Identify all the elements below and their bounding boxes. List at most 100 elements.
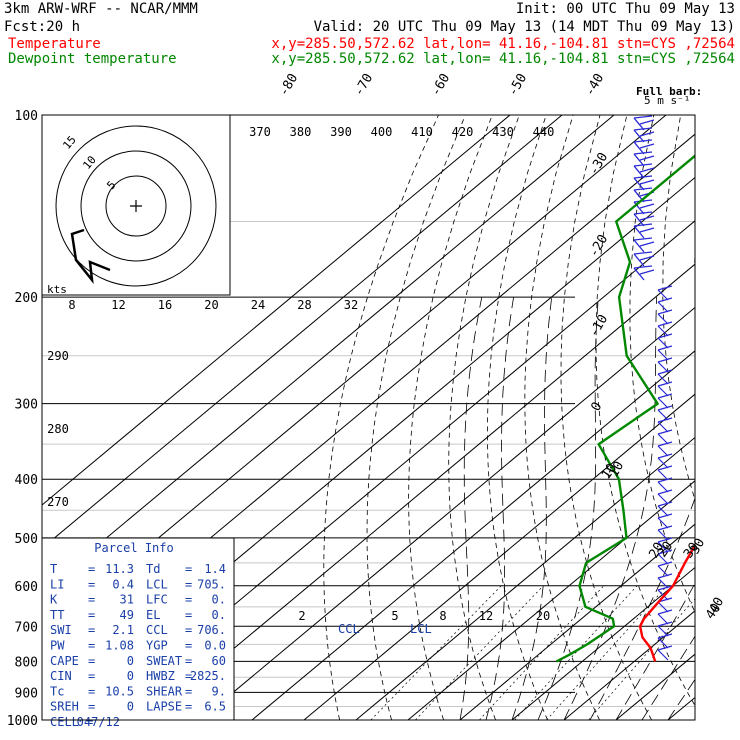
parcel-info-key: T bbox=[50, 562, 57, 576]
temperature-trace bbox=[638, 542, 695, 662]
isotherm bbox=[42, 115, 615, 593]
moist-adiabat bbox=[537, 297, 599, 720]
theta-label: 420 bbox=[452, 125, 474, 139]
dry-adiabat bbox=[629, 115, 695, 614]
dry-adiabat bbox=[726, 115, 740, 720]
parcel-info-key: Tc bbox=[50, 684, 64, 698]
wind-barb bbox=[633, 211, 655, 227]
parcel-info-key: SHEAR bbox=[146, 684, 183, 698]
isotherm-label: -60 bbox=[428, 71, 453, 99]
isotherm-label: -40 bbox=[582, 71, 607, 99]
temperature-legend-label: Temperature bbox=[8, 36, 101, 52]
init-time: Init: 00 UTC Thu 09 May 13 bbox=[516, 1, 735, 17]
mixing-ratio-label: 5 bbox=[391, 609, 398, 623]
plot-frame bbox=[41, 114, 696, 721]
parcel-info-value: 0 bbox=[127, 700, 134, 714]
parcel-info-equals: = bbox=[88, 608, 95, 622]
parcel-info-equals: = bbox=[88, 562, 95, 576]
theta-label: 400 bbox=[371, 125, 393, 139]
parcel-info-key: PW bbox=[50, 639, 65, 653]
wind-barb bbox=[657, 369, 673, 385]
parcel-info-equals: = bbox=[185, 669, 192, 683]
wind-barb bbox=[657, 585, 673, 601]
isotherm-label: -70 bbox=[351, 71, 376, 99]
wind-barb bbox=[657, 285, 673, 301]
parcel-info-value: 2.1 bbox=[112, 623, 134, 637]
wind-barb bbox=[657, 405, 673, 421]
wind-barb bbox=[633, 127, 655, 143]
wind-barb bbox=[657, 525, 673, 541]
mixing-ratio-line bbox=[370, 585, 502, 720]
parcel-info-value: 1.4 bbox=[204, 562, 226, 576]
moist-adiabat bbox=[615, 582, 695, 720]
parcel-info-equals: = bbox=[88, 623, 95, 637]
isotherm-label: 20 bbox=[646, 540, 667, 561]
wind-barb bbox=[657, 501, 673, 517]
wind-barb bbox=[657, 297, 673, 313]
isotherm bbox=[563, 610, 695, 720]
wind-barb bbox=[657, 381, 673, 397]
parcel-info-key: K bbox=[50, 593, 58, 607]
isotherm-label: 30 bbox=[687, 536, 708, 557]
parcel-info-key: YGP bbox=[146, 639, 168, 653]
wind-barb bbox=[657, 561, 673, 577]
dry-adiabat bbox=[662, 115, 695, 501]
parcel-info-value: 2825. bbox=[190, 669, 226, 683]
parcel-info-key: LAPSE bbox=[146, 700, 182, 714]
parcel-info-value: 1.08 bbox=[105, 639, 134, 653]
isotach-label: 20 bbox=[655, 539, 676, 560]
isotherm-label: 0 bbox=[588, 400, 605, 414]
pressure-tick-label: 700 bbox=[15, 620, 38, 635]
parcel-info-equals: = bbox=[88, 669, 95, 683]
dry-adiabat-label: 270 bbox=[47, 495, 69, 509]
lcl-label: LCL bbox=[410, 622, 432, 636]
parcel-info-equals: = bbox=[185, 562, 192, 576]
parcel-info-key: HWBZ bbox=[146, 669, 175, 683]
hodograph-trace bbox=[70, 228, 111, 285]
wind-barb bbox=[657, 321, 673, 337]
hodograph-ring bbox=[80, 150, 192, 262]
wind-legend-units: 5 m s⁻¹ bbox=[644, 94, 690, 107]
hodograph-speed-tick: 28 bbox=[297, 298, 311, 312]
parcel-info-key: Td bbox=[146, 562, 160, 576]
pressure-tick-label: 1000 bbox=[7, 714, 38, 729]
hodograph-speed-tick: 8 bbox=[68, 298, 75, 312]
isotherm bbox=[42, 115, 511, 506]
parcel-info-panel bbox=[41, 537, 235, 721]
pressure-tick-label: 400 bbox=[15, 473, 38, 488]
hodograph-speed-tick: 12 bbox=[111, 298, 125, 312]
wind-barb bbox=[657, 489, 673, 505]
isotherm bbox=[199, 306, 695, 720]
isotherm-label: 40 bbox=[706, 595, 727, 616]
temperature-location: x,y=285.50,572.62 lat,lon= 41.16,-104.81… bbox=[271, 36, 735, 52]
parcel-info-key: SWEAT bbox=[146, 654, 182, 668]
parcel-info-value: 0 bbox=[127, 654, 134, 668]
isotherm bbox=[42, 115, 563, 549]
isotherm-label: -50 bbox=[505, 71, 530, 99]
theta-label: 430 bbox=[492, 125, 514, 139]
model-title: 3km ARW-WRF -- NCAR/MMM bbox=[4, 1, 198, 17]
wind-barb bbox=[657, 513, 673, 529]
mixing-ratio-line bbox=[588, 598, 695, 720]
mixing-ratio-label: 2 bbox=[298, 609, 305, 623]
wind-barb bbox=[657, 417, 673, 433]
dewpoint-location: x,y=285.50,572.62 lat,lon= 41.16,-104.81… bbox=[271, 51, 735, 67]
parcel-info-value: 0. bbox=[212, 593, 226, 607]
mixing-ratio-line bbox=[415, 585, 544, 720]
mixing-ratio-line bbox=[479, 585, 605, 720]
parcel-info-key: LCL bbox=[146, 577, 168, 591]
wind-barb bbox=[657, 477, 673, 493]
isotherm bbox=[251, 350, 695, 720]
ccl-label: CCL bbox=[338, 622, 360, 636]
dry-adiabat bbox=[595, 115, 695, 707]
wind-barb bbox=[657, 441, 673, 457]
parcel-info-value: 0.4 bbox=[112, 577, 134, 591]
hodograph-ring bbox=[55, 125, 217, 287]
moist-adiabat bbox=[485, 297, 514, 720]
wind-barb bbox=[633, 251, 655, 267]
theta-label: 390 bbox=[330, 125, 352, 139]
parcel-info-value: 705. bbox=[197, 577, 226, 591]
parcel-info-value: 60 bbox=[212, 654, 226, 668]
wind-barb bbox=[657, 609, 673, 625]
mixing-ratio-label: 8 bbox=[439, 609, 446, 623]
